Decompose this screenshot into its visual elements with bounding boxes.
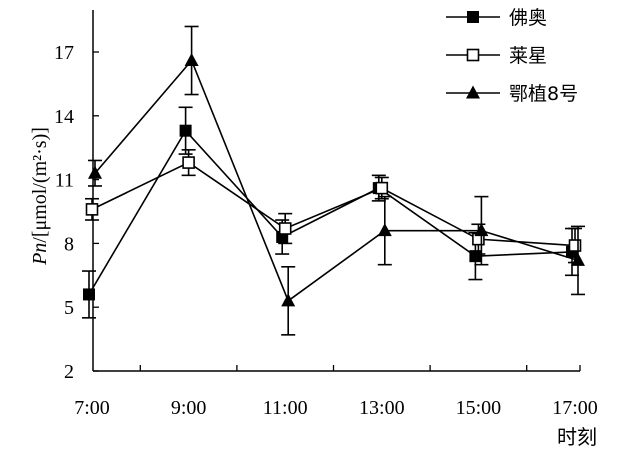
y-tick-label: 14 xyxy=(54,106,74,128)
series-2 xyxy=(85,149,582,264)
legend-label: 鄂植8号 xyxy=(509,83,578,105)
data-point xyxy=(88,165,102,179)
legend-item-1: 佛奥 xyxy=(446,7,547,29)
data-point xyxy=(375,181,389,195)
y-tick-label: 5 xyxy=(64,297,74,319)
data-point xyxy=(571,252,585,266)
legend-label: 莱星 xyxy=(509,45,547,67)
legend-item-2: 莱星 xyxy=(446,45,547,67)
legend-marker xyxy=(466,85,480,99)
x-tick-label: 13:00 xyxy=(359,397,405,419)
data-point xyxy=(474,223,489,237)
y-axis-symbol: Pn xyxy=(29,243,51,266)
data-point xyxy=(182,156,195,169)
series-1 xyxy=(82,106,579,319)
x-tick-label: 11:00 xyxy=(263,397,308,419)
y-tick-label: 8 xyxy=(64,233,74,255)
data-point xyxy=(85,203,99,216)
legend-label: 佛奥 xyxy=(509,7,547,29)
x-tick-label: 9:00 xyxy=(171,397,207,419)
legend-item-3: 鄂植8号 xyxy=(446,83,578,105)
y-tick-label: 2 xyxy=(64,361,74,383)
legend-marker xyxy=(467,11,479,23)
data-point xyxy=(469,250,482,263)
data-point xyxy=(281,293,296,307)
y-tick-label: 17 xyxy=(54,42,74,64)
data-point xyxy=(568,239,582,252)
data-point xyxy=(377,223,392,237)
y-axis-title: Pn/[μmol/(m²·s)] xyxy=(29,127,51,266)
series-line xyxy=(94,58,579,303)
series-line xyxy=(91,161,576,247)
series-layer xyxy=(82,25,585,336)
x-tick-label: 17:00 xyxy=(552,397,598,419)
data-point xyxy=(278,222,292,235)
x-axis-title: 时刻 xyxy=(557,426,597,449)
y-axis-unit: /[μmol/(m²·s)] xyxy=(29,127,51,243)
x-tick-label: 15:00 xyxy=(456,397,502,419)
axes: 2 5 8 11 14 17 7:00 9:00 11:00 13:00 15:00 17:00 时刻 P… xyxy=(29,10,598,449)
series-line xyxy=(88,129,573,295)
y-tick-label: 11 xyxy=(55,170,74,192)
series-3 xyxy=(88,25,585,336)
data-point xyxy=(179,124,192,137)
data-point xyxy=(83,288,95,301)
legend-marker xyxy=(466,48,480,62)
x-tick-label: 7:00 xyxy=(74,397,110,419)
data-point xyxy=(184,53,199,67)
